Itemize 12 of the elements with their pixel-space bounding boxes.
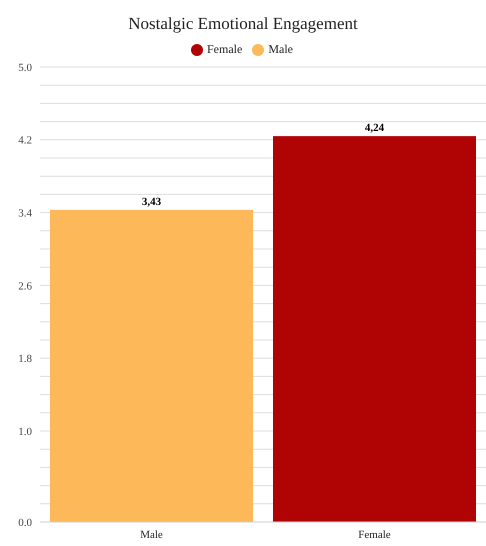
y-tick-label: 3.4 [18, 208, 32, 220]
chart-title: Nostalgic Emotional Engagement [127, 14, 359, 34]
y-tick-label: 0.0 [18, 516, 32, 529]
y-tick-label: 1.0 [18, 426, 32, 438]
data-label: 4,24 [364, 122, 385, 134]
legend-label: Male [268, 42, 293, 56]
y-tick-label: 4.2 [18, 134, 32, 147]
y-tick-label: 2.6 [18, 280, 32, 292]
y-tick-label: 1.8 [18, 353, 32, 366]
legend-label: Female [207, 42, 242, 56]
y-tick-label: 5.0 [18, 62, 32, 74]
data-label: 3,43 [142, 196, 162, 208]
